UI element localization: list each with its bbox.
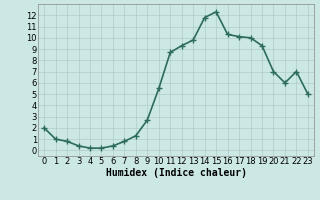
X-axis label: Humidex (Indice chaleur): Humidex (Indice chaleur): [106, 168, 246, 178]
